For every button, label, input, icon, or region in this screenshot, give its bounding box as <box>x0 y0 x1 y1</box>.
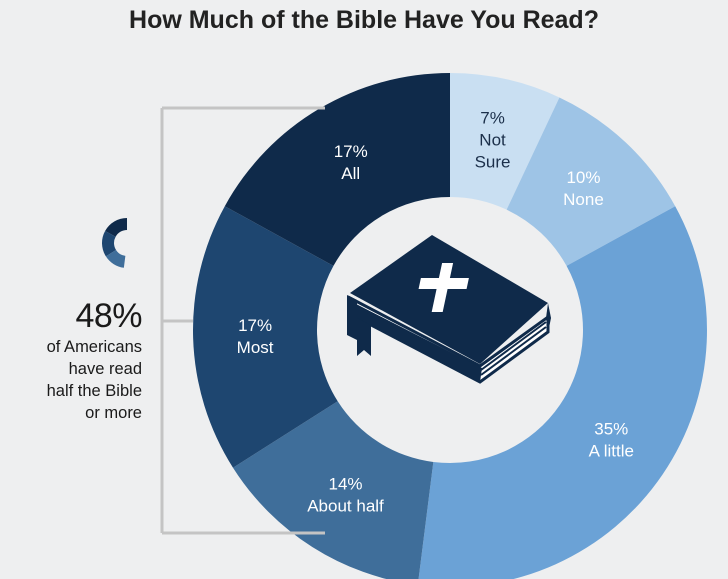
chart-title: How Much of the Bible Have You Read? <box>129 6 599 34</box>
donut-slice-a-little <box>418 206 707 579</box>
callout-line: or more <box>85 404 142 422</box>
mini-donut-segment <box>105 218 127 237</box>
bracket-line <box>160 106 325 535</box>
slice-label: 17% Most <box>237 316 274 357</box>
book-right-edge <box>546 303 551 333</box>
callout-value: 48% <box>75 297 142 335</box>
callout-line: half the Bible <box>46 382 142 400</box>
slice-label: 7% Not Sure <box>475 109 511 172</box>
book-back-spine <box>348 300 482 382</box>
donut-slices <box>193 73 707 579</box>
callout-block: 48% of Americans have read half the Bibl… <box>46 296 143 424</box>
page-line <box>480 326 547 376</box>
donut-slice-not-sure <box>450 73 560 210</box>
cross-horizontal <box>418 278 469 289</box>
donut-slice-none <box>506 97 676 266</box>
book-spine <box>347 295 357 340</box>
mini-donut-segment <box>105 249 126 268</box>
slice-label: 35% A little <box>589 420 634 461</box>
callout-line: have read <box>68 360 142 378</box>
donut-slice-most <box>193 206 338 468</box>
mini-donut-segment <box>102 230 117 257</box>
donut-slice-about-half <box>233 401 434 579</box>
book-cover <box>350 235 548 364</box>
slice-label: 14% About half <box>307 475 384 516</box>
slice-label: 17% All <box>334 142 368 183</box>
slice-labels: 7% Not Sure 10% None 35% A little 14% About half… <box>237 109 634 516</box>
page-line <box>480 321 547 371</box>
slice-label: 10% None <box>563 168 604 209</box>
callout-line: of Americans <box>46 338 142 356</box>
bookmark-ribbon <box>357 318 371 356</box>
bible-icon <box>347 235 551 384</box>
donut-slice-all <box>224 73 450 266</box>
mini-donut-icon <box>102 218 127 268</box>
